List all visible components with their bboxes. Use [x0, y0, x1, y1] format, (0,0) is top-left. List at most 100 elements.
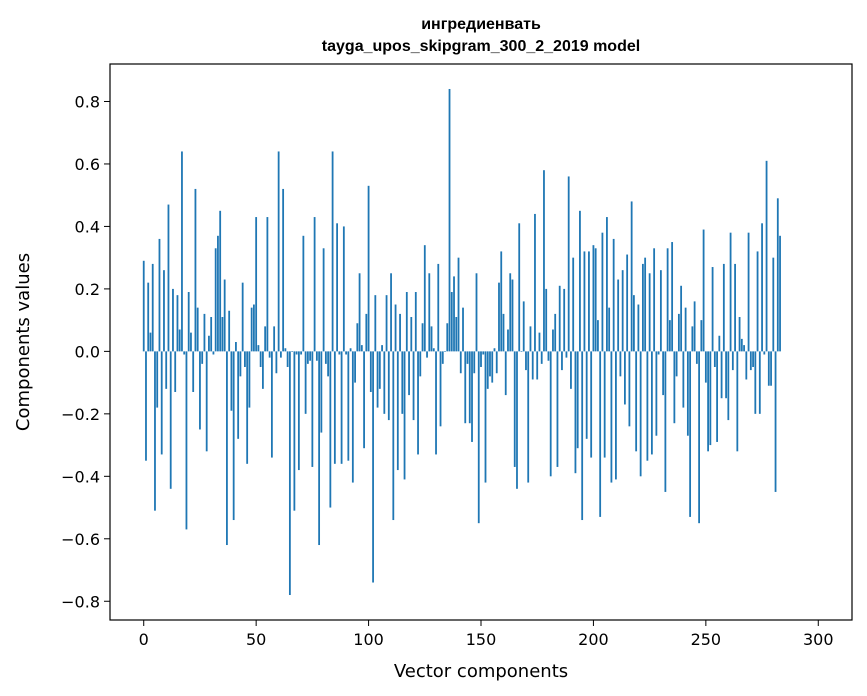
x-axis-label: Vector components	[394, 661, 568, 682]
bar-57	[270, 351, 273, 458]
bar-6	[156, 351, 159, 408]
bar-173	[531, 351, 534, 380]
bar-138	[453, 276, 455, 352]
bar-227	[653, 248, 656, 352]
bar-267	[743, 345, 745, 352]
bar-36	[223, 279, 226, 352]
bar-7	[158, 238, 161, 352]
bar-207	[608, 307, 611, 352]
bar-191	[572, 257, 575, 352]
bar-13	[172, 288, 174, 352]
bar-203	[599, 351, 602, 517]
bar-148	[475, 273, 478, 352]
bar-194	[579, 210, 581, 352]
bar-163	[509, 273, 512, 352]
bar-197	[585, 351, 588, 439]
bar-167	[518, 223, 521, 352]
bar-3	[149, 332, 152, 352]
bar-118	[408, 351, 410, 396]
bar-122	[417, 351, 419, 455]
bar-238	[677, 313, 680, 352]
bar-216	[628, 351, 631, 427]
bar-67	[293, 351, 296, 511]
bar-190	[570, 351, 572, 389]
bar-153	[486, 351, 489, 389]
bar-76	[313, 217, 316, 352]
bar-210	[615, 351, 617, 480]
bar-244	[691, 326, 694, 352]
bar-160	[502, 313, 505, 352]
bar-240	[682, 351, 685, 408]
bar-28	[205, 351, 208, 452]
bar-104	[376, 351, 379, 408]
bar-68	[295, 351, 298, 355]
bar-73	[306, 351, 309, 364]
bar-12	[169, 351, 172, 489]
bar-234	[668, 320, 671, 352]
bar-260	[727, 351, 730, 421]
bar-82	[327, 351, 329, 377]
bar-252	[709, 351, 712, 446]
bar-196	[583, 251, 586, 352]
bar-262	[731, 351, 734, 371]
bar-168	[520, 351, 523, 352]
bar-256	[718, 335, 721, 352]
bar-144	[466, 351, 469, 364]
bar-72	[304, 351, 307, 414]
bar-49	[253, 304, 255, 352]
bar-162	[507, 329, 509, 352]
bar-115	[401, 351, 404, 414]
bar-187	[563, 288, 566, 352]
bar-269	[747, 232, 750, 352]
x-tick-label-200: 200	[578, 630, 609, 649]
bar-139	[455, 317, 458, 352]
x-axis-ticks: 0 50 100 150 200 250 300	[139, 620, 834, 649]
bar-32	[214, 248, 217, 352]
bar-71	[302, 235, 305, 352]
bar-63	[284, 348, 287, 352]
bar-69	[297, 351, 300, 471]
bar-110	[390, 273, 392, 352]
bar-226	[650, 351, 653, 455]
bars-group	[142, 88, 781, 596]
y-axis-label: Components values	[13, 253, 34, 431]
bar-48	[250, 307, 253, 352]
bar-200	[592, 245, 595, 352]
bar-154	[489, 351, 491, 377]
y-tick-label-3: −0.2	[61, 405, 100, 424]
bar-193	[576, 351, 579, 449]
bar-222	[641, 263, 644, 352]
bar-59	[275, 351, 278, 374]
bar-137	[450, 292, 453, 352]
bar-101	[369, 351, 372, 392]
bar-172	[529, 326, 532, 352]
bar-272	[754, 351, 757, 414]
bar-133	[441, 351, 444, 364]
bar-93	[351, 351, 354, 483]
bar-105	[378, 351, 381, 389]
bar-253	[711, 267, 714, 352]
bar-150	[480, 351, 482, 367]
bar-254	[713, 351, 716, 367]
chart-title-line-1: ингредиенвать	[421, 16, 541, 33]
bar-241	[684, 307, 687, 352]
bar-103	[374, 295, 377, 352]
bar-21	[190, 332, 192, 352]
x-tick-label-150: 150	[466, 630, 497, 649]
bar-186	[561, 351, 563, 371]
bar-271	[752, 351, 754, 367]
bar-4	[151, 263, 154, 352]
bar-259	[725, 351, 727, 399]
bar-81	[324, 351, 327, 364]
x-tick-label-100: 100	[353, 630, 384, 649]
bar-264	[736, 351, 739, 452]
bar-157	[495, 351, 498, 374]
bar-279	[770, 351, 772, 386]
bar-282	[776, 198, 779, 352]
bar-114	[399, 313, 401, 352]
bar-20	[187, 292, 190, 352]
bar-30	[210, 317, 213, 352]
bar-8	[160, 351, 163, 455]
y-tick-label-6: 0.4	[75, 217, 100, 236]
bar-220	[637, 304, 640, 352]
